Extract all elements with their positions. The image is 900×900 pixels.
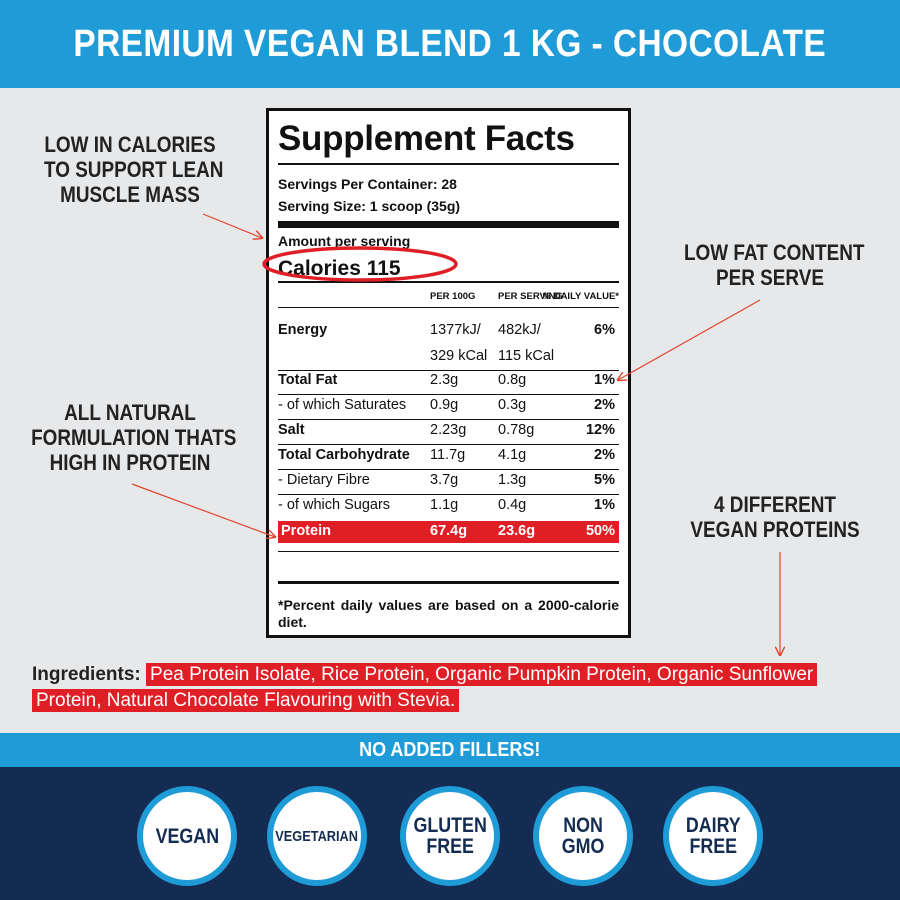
facts-title: Supplement Facts — [278, 119, 575, 158]
divider — [278, 419, 619, 420]
nutrient-perserving: 1.3g — [498, 472, 527, 488]
nutrient-row-energy: Energy 1377kJ/ 482kJ/ 6% — [278, 319, 619, 343]
divider — [278, 494, 619, 495]
nutrient-row-salt: Salt 2.23g 0.78g 12% — [278, 419, 619, 443]
serving-size: Serving Size: 1 scoop (35g) — [278, 198, 461, 214]
nutrient-name: Salt — [278, 422, 305, 438]
nutrient-row-sugars: - of which Sugars 1.1g 0.4g 1% — [278, 494, 619, 518]
ingredients-text: Pea Protein Isolate, Rice Protein, Organ… — [32, 663, 818, 712]
nutrient-daily: 1% — [594, 372, 615, 388]
nutrient-daily: 12% — [585, 422, 615, 438]
callout-line: LOW IN CALORIES — [44, 132, 216, 157]
supplement-facts-panel: Supplement Facts Servings Per Container:… — [266, 108, 631, 638]
divider — [278, 469, 619, 470]
divider — [278, 163, 619, 165]
badge-non-gmo: NON GMO — [533, 786, 633, 886]
callout-line: TO SUPPORT LEAN — [44, 157, 224, 182]
divider — [278, 551, 619, 552]
nutrient-per100: 2.3g — [430, 372, 459, 388]
nutrient-name: Total Carbohydrate — [278, 447, 410, 463]
badge-label: VEGAN — [155, 824, 219, 848]
nutrient-daily: 2% — [594, 397, 615, 413]
callout-line: FORMULATION THATS — [31, 425, 237, 450]
nutrient-per100: 3.7g — [430, 472, 459, 488]
servings-per-container: Servings Per Container: 28 — [278, 176, 457, 192]
nutrient-perserving: 0.78g — [498, 422, 535, 438]
nutrient-row-carbohydrate: Total Carbohydrate 11.7g 4.1g 2% — [278, 444, 619, 468]
nutrient-per100: 11.7g — [430, 447, 466, 463]
divider — [278, 444, 619, 445]
badge-label: DAIRY FREE — [685, 814, 741, 858]
callout-line: MUSCLE MASS — [60, 182, 200, 207]
no-fillers-text: NO ADDED FILLERS! — [359, 738, 541, 761]
badge-label: NON GMO — [561, 814, 605, 858]
column-header-perserving: PER SERVING — [498, 291, 563, 302]
nutrient-perserving: 0.3g — [498, 397, 527, 413]
nutrient-perserving: 482kJ/ — [498, 322, 541, 338]
thick-divider — [278, 221, 619, 228]
nutrient-row-protein: Protein 67.4g 23.6g 50% — [278, 521, 619, 543]
ingredients-label: Ingredients: — [32, 664, 141, 685]
nutrient-perserving: 23.6g — [498, 523, 536, 539]
badge-gluten-free: GLUTEN FREE — [400, 786, 500, 886]
callout-natural: ALL NATURAL FORMULATION THATS HIGH IN PR… — [31, 400, 237, 475]
nutrient-perserving: 0.8g — [498, 372, 527, 388]
nutrient-daily: 6% — [594, 322, 615, 338]
arrow-natural — [131, 483, 275, 537]
badge-vegetarian: VEGETARIAN — [267, 786, 367, 886]
divider — [278, 581, 619, 584]
nutrient-row-energy-kcal: 329 kCal 115 kCal — [278, 345, 619, 369]
nutrient-per100: 1377kJ/ — [430, 322, 481, 338]
badge-vegan: VEGAN — [137, 786, 237, 886]
callout-line: PER SERVE — [716, 265, 824, 290]
nutrient-row-saturates: - of which Saturates 0.9g 0.3g 2% — [278, 394, 619, 418]
callout-line: 4 DIFFERENT — [714, 492, 836, 517]
callout-line: VEGAN PROTEINS — [690, 517, 860, 542]
page-title: PREMIUM VEGAN BLEND 1 KG - CHOCOLATE — [73, 22, 827, 65]
callout-line: HIGH IN PROTEIN — [49, 450, 211, 475]
divider — [278, 307, 619, 308]
nutrient-per100: 2.23g — [430, 422, 467, 438]
nutrient-name: Total Fat — [278, 372, 338, 388]
arrow-low-calories — [202, 213, 262, 238]
title-banner: PREMIUM VEGAN BLEND 1 KG - CHOCOLATE — [0, 0, 900, 88]
nutrient-per100: 1.1g — [430, 497, 459, 513]
divider — [278, 370, 619, 371]
nutrient-row-fibre: - Dietary Fibre 3.7g 1.3g 5% — [278, 469, 619, 493]
divider — [278, 281, 619, 283]
calories-value: Calories 115 — [278, 257, 401, 280]
callout-line: ALL NATURAL — [64, 400, 196, 425]
nutrient-daily: 1% — [594, 497, 615, 513]
nutrient-daily: 2% — [594, 447, 615, 463]
callout-low-fat: LOW FAT CONTENT PER SERVE — [684, 240, 865, 290]
nutrient-name: - Dietary Fibre — [278, 472, 370, 488]
badge-label: GLUTEN FREE — [413, 814, 487, 858]
nutrient-per100: 67.4g — [430, 523, 468, 539]
arrow-low-fat — [618, 299, 761, 380]
nutrient-perserving: 115 kCal — [498, 348, 555, 364]
nutrient-per100: 0.9g — [430, 397, 459, 413]
nutrient-daily: 50% — [585, 523, 615, 539]
nutrient-row-total-fat: Total Fat 2.3g 0.8g 1% — [278, 369, 619, 393]
amount-per-serving: Amount per serving — [278, 233, 411, 249]
nutrient-name: - of which Sugars — [278, 497, 391, 513]
badge-dairy-free: DAIRY FREE — [663, 786, 763, 886]
ingredients: Ingredients: Pea Protein Isolate, Rice P… — [32, 662, 872, 714]
callout-line: LOW FAT CONTENT — [684, 240, 865, 265]
nutrient-name: Energy — [278, 322, 328, 338]
badge-label: VEGETARIAN — [275, 827, 359, 845]
no-fillers-banner: NO ADDED FILLERS! — [0, 733, 900, 767]
nutrient-name: Protein — [281, 523, 331, 539]
nutrient-per100: 329 kCal — [430, 348, 488, 364]
column-header-per100: PER 100G — [430, 291, 476, 302]
daily-value-footnote: *Percent daily values are based on a 200… — [278, 597, 619, 630]
divider — [278, 394, 619, 395]
nutrient-perserving: 4.1g — [498, 447, 527, 463]
callout-low-calories: LOW IN CALORIES TO SUPPORT LEAN MUSCLE M… — [44, 132, 224, 207]
callout-vegan-proteins: 4 DIFFERENT VEGAN PROTEINS — [689, 492, 861, 542]
column-header-daily: % DAILY VALUE* — [542, 291, 619, 302]
nutrient-perserving: 0.4g — [498, 497, 527, 513]
nutrient-name: - of which Saturates — [278, 397, 407, 413]
nutrient-daily: 5% — [594, 472, 615, 488]
